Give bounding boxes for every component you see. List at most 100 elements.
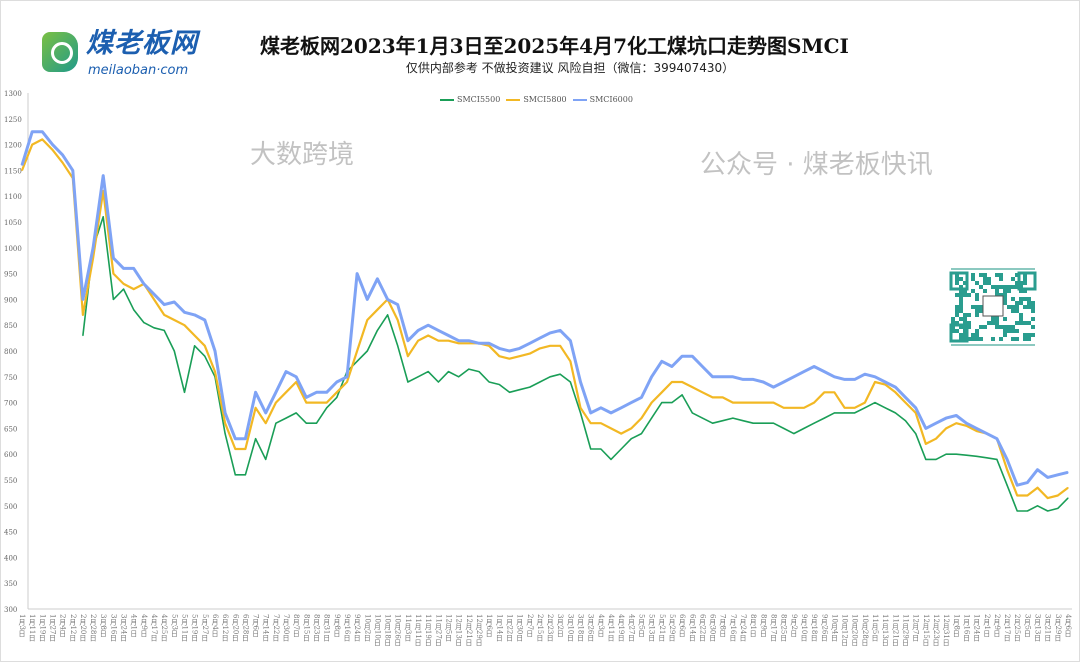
x-tick-label: 6月6日 (678, 614, 686, 638)
data-point (72, 169, 74, 171)
data-point (783, 407, 785, 409)
x-tick-label: 3月26日 (587, 614, 595, 643)
data-point (976, 427, 978, 429)
x-tick-label: 5月13日 (648, 614, 656, 643)
x-tick-label: 4月25日 (160, 614, 168, 643)
x-tick-label: 7月6日 (252, 614, 260, 638)
y-tick-label: 850 (4, 322, 17, 330)
data-point (864, 373, 866, 375)
data-point (427, 371, 429, 373)
x-tick-label: 8月23日 (313, 614, 321, 643)
data-point (133, 288, 135, 290)
qr-code-icon (949, 268, 1037, 346)
x-tick-label: 12月15日 (922, 614, 930, 647)
x-tick-label: 7月14日 (262, 614, 270, 643)
legend-label: SMCI6000 (589, 95, 633, 104)
data-point (600, 448, 602, 450)
x-tick-label: 6月20日 (231, 614, 239, 643)
data-point (41, 138, 43, 141)
data-point (915, 407, 917, 409)
data-point (671, 365, 673, 368)
data-point (366, 350, 368, 352)
data-point (833, 412, 836, 414)
data-point (163, 314, 165, 316)
data-point (224, 432, 226, 435)
data-point (427, 334, 429, 337)
data-point (204, 319, 206, 321)
x-tick-label: 12月29日 (475, 614, 483, 647)
data-point (590, 412, 592, 414)
x-tick-label: 3月29日 (1054, 614, 1062, 643)
data-point (82, 314, 84, 316)
data-point (102, 216, 104, 218)
data-point (315, 422, 318, 424)
data-point (315, 402, 318, 404)
data-point (1047, 476, 1049, 479)
data-point (711, 422, 714, 424)
y-tick-label: 750 (4, 374, 17, 382)
data-point (711, 376, 714, 378)
watermark-left: 大数跨境 (250, 140, 355, 170)
legend-swatch (506, 98, 521, 101)
x-tick-label: 2月12日 (69, 614, 77, 643)
data-point (519, 389, 521, 391)
x-tick-label: 2月23日 (546, 614, 554, 643)
x-tick-label: 8月9日 (759, 614, 767, 638)
data-point (874, 376, 876, 378)
x-tick-label: 4月9日 (140, 614, 148, 638)
x-tick-label: 1月8日 (952, 614, 960, 638)
data-point (508, 350, 511, 352)
data-point (833, 376, 836, 378)
data-point (92, 257, 94, 259)
x-tick-label: 8月25日 (780, 614, 788, 643)
data-point (447, 334, 450, 337)
logo-icon (42, 32, 78, 72)
x-tick-label: 10月10日 (373, 614, 381, 647)
data-point (1016, 484, 1018, 486)
data-point (254, 391, 257, 393)
data-point (701, 417, 704, 419)
data-point (935, 438, 937, 440)
data-point (732, 417, 734, 419)
y-tick-label: 600 (4, 451, 17, 459)
data-point (610, 427, 612, 429)
data-point (986, 457, 988, 459)
data-point (519, 355, 521, 357)
logo-domain: meilaoban·com (88, 63, 189, 78)
data-point (437, 329, 439, 331)
data-point (376, 278, 379, 280)
x-tick-label: 6月12日 (221, 614, 229, 643)
data-point (163, 303, 165, 306)
data-point (823, 371, 825, 373)
data-point (955, 453, 957, 455)
data-point (326, 407, 328, 409)
x-tick-label: 3月13日 (1034, 614, 1042, 643)
data-point (153, 298, 155, 300)
data-point (569, 360, 571, 362)
data-point (884, 381, 886, 383)
data-point (488, 345, 490, 347)
x-tick-label: 5月11日 (180, 614, 188, 643)
x-tick-label: 2月20日 (79, 614, 87, 643)
data-point (986, 432, 988, 435)
data-point (976, 430, 978, 432)
data-point (1036, 505, 1039, 507)
data-point (630, 427, 632, 429)
x-tick-label: 9月18日 (810, 614, 818, 643)
x-tick-label: 10月26日 (394, 614, 402, 647)
data-point (478, 342, 480, 344)
data-point (173, 350, 175, 352)
x-tick-label: 1月11日 (28, 614, 36, 643)
x-tick-label: 1月30日 (516, 614, 524, 643)
x-tick-label: 3月16日 (109, 614, 117, 643)
data-point (955, 422, 957, 424)
data-point (122, 267, 125, 270)
data-point (1026, 481, 1028, 484)
legend-item-smci6000: SMCI6000 (572, 95, 633, 104)
data-point (579, 412, 582, 414)
logo-text: 煤老板网 (86, 28, 198, 59)
data-point (82, 298, 84, 300)
x-tick-label: 2月7日 (526, 614, 534, 638)
x-tick-label: 11月29日 (902, 614, 910, 647)
series-line-smci5500 (82, 216, 1069, 512)
